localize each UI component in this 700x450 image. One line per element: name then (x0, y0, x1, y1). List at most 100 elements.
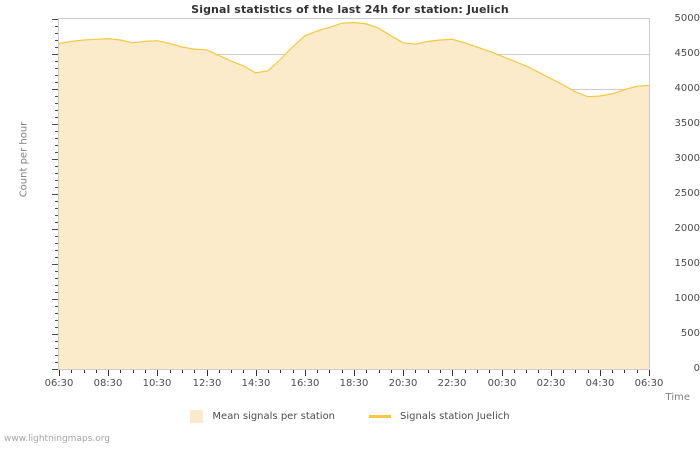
x-tick-label: 14:30 (241, 378, 271, 389)
x-tick-minor (563, 369, 564, 373)
y-tick-minor (55, 222, 58, 223)
x-tick-major (354, 369, 355, 376)
x-tick-major (551, 369, 552, 376)
y-tick-minor (55, 215, 58, 216)
y-axis-label: Count per hour (18, 121, 30, 198)
y-tick-major (52, 194, 58, 195)
x-tick-label: 08:30 (93, 378, 123, 389)
x-tick-label: 06:30 (634, 378, 664, 389)
watermark: www.lightningmaps.org (4, 434, 110, 444)
x-tick-minor (342, 369, 343, 373)
x-tick-label: 18:30 (339, 378, 369, 389)
x-tick-minor (526, 369, 527, 373)
x-tick-minor (145, 369, 146, 373)
x-tick-minor (182, 369, 183, 373)
y-tick-major (52, 54, 58, 55)
x-tick-minor (170, 369, 171, 373)
x-tick-minor (465, 369, 466, 373)
y-tick-label: 2000 (674, 223, 700, 234)
y-tick-minor (55, 103, 58, 104)
x-tick-minor (514, 369, 515, 373)
mean-signals-area (59, 22, 649, 369)
x-tick-minor (366, 369, 367, 373)
signal-area-chart (59, 21, 649, 369)
plot-area (58, 18, 650, 370)
legend-label-mean-signals: Mean signals per station (212, 411, 336, 422)
y-tick-minor (55, 208, 58, 209)
x-tick-label: 16:30 (290, 378, 320, 389)
y-tick-minor (55, 355, 58, 356)
y-tick-minor (55, 47, 58, 48)
x-tick-label: 02:30 (536, 378, 566, 389)
y-tick-minor (55, 313, 58, 314)
x-tick-major (649, 369, 650, 376)
y-tick-minor (55, 131, 58, 132)
y-tick-label: 0 (693, 363, 700, 374)
x-tick-minor (379, 369, 380, 373)
x-tick-major (157, 369, 158, 376)
x-tick-major (256, 369, 257, 376)
signals-station-line (59, 21, 649, 98)
x-tick-major (452, 369, 453, 376)
x-tick-minor (96, 369, 97, 373)
x-tick-minor (637, 369, 638, 373)
x-axis-label: Time (665, 392, 690, 403)
y-tick-minor (55, 250, 58, 251)
x-tick-major (59, 369, 60, 376)
y-tick-major (52, 229, 58, 230)
x-tick-major (207, 369, 208, 376)
y-tick-minor (55, 68, 58, 69)
y-tick-minor (55, 285, 58, 286)
y-tick-label: 2500 (674, 188, 700, 199)
x-tick-minor (317, 369, 318, 373)
y-tick-minor (55, 166, 58, 167)
y-tick-minor (55, 110, 58, 111)
x-tick-major (403, 369, 404, 376)
x-tick-minor (219, 369, 220, 373)
y-tick-label: 1000 (674, 293, 700, 304)
x-tick-minor (575, 369, 576, 373)
legend-line-swatch-icon (369, 415, 392, 418)
x-tick-label: 10:30 (142, 378, 172, 389)
y-tick-minor (55, 152, 58, 153)
x-tick-minor (624, 369, 625, 373)
y-tick-label: 3000 (674, 153, 700, 164)
y-tick-minor (55, 348, 58, 349)
x-tick-label: 22:30 (437, 378, 467, 389)
x-tick-minor (71, 369, 72, 373)
x-tick-minor (415, 369, 416, 373)
x-tick-minor (84, 369, 85, 373)
y-tick-minor (55, 173, 58, 174)
y-tick-minor (55, 187, 58, 188)
x-tick-major (502, 369, 503, 376)
x-tick-minor (477, 369, 478, 373)
legend-label-station-signals: Signals station Juelich (400, 411, 510, 422)
x-tick-minor (391, 369, 392, 373)
y-tick-label: 500 (680, 328, 700, 339)
y-tick-label: 5000 (674, 13, 700, 24)
x-tick-major (108, 369, 109, 376)
y-tick-minor (55, 320, 58, 321)
y-tick-major (52, 334, 58, 335)
x-tick-label: 06:30 (44, 378, 74, 389)
y-tick-minor (55, 257, 58, 258)
x-tick-minor (538, 369, 539, 373)
x-tick-minor (329, 369, 330, 373)
y-tick-major (52, 89, 58, 90)
x-tick-minor (231, 369, 232, 373)
y-tick-minor (55, 327, 58, 328)
y-tick-minor (55, 61, 58, 62)
y-tick-major (52, 124, 58, 125)
y-tick-minor (55, 362, 58, 363)
y-tick-label: 4500 (674, 48, 700, 59)
x-tick-minor (293, 369, 294, 373)
y-tick-minor (55, 271, 58, 272)
y-tick-label: 4000 (674, 83, 700, 94)
chart-title: Signal statistics of the last 24h for st… (191, 3, 509, 16)
y-tick-minor (55, 33, 58, 34)
y-tick-major (52, 264, 58, 265)
x-tick-minor (243, 369, 244, 373)
x-tick-label: 00:30 (487, 378, 517, 389)
x-tick-label: 04:30 (585, 378, 615, 389)
